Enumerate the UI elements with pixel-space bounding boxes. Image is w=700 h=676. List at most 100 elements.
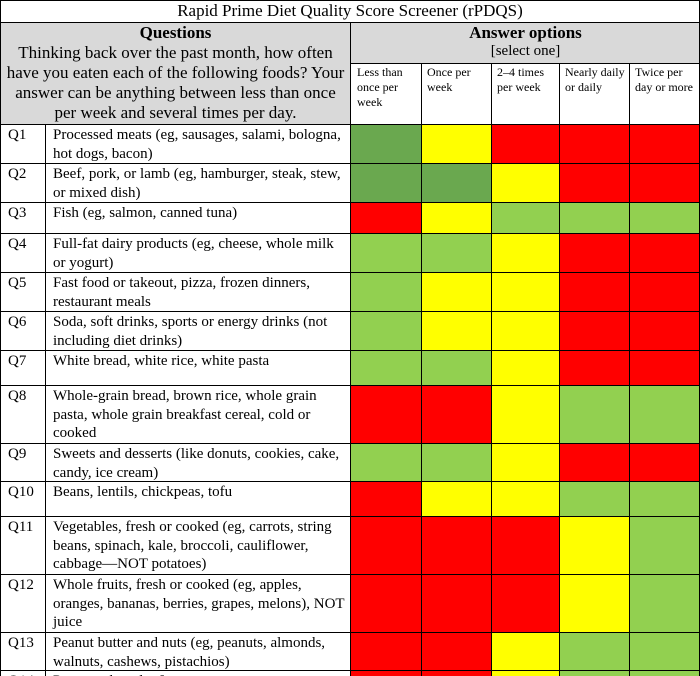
grid-line: [0, 202, 700, 203]
question-id: Q1: [8, 127, 27, 143]
question-text: Fish (eg, salmon, canned tuna): [53, 205, 238, 221]
answer-cell[interactable]: [629, 233, 700, 272]
answer-cell[interactable]: [351, 272, 421, 311]
answer-cell[interactable]: [351, 233, 421, 272]
grid-line: [0, 516, 700, 517]
question-text: Beef, pork, or lamb (eg, hamburger, stea…: [53, 166, 341, 201]
grid-line: [0, 350, 700, 351]
answer-cell[interactable]: [421, 163, 491, 202]
answer-cell[interactable]: [351, 443, 421, 481]
answer-cell[interactable]: [629, 574, 700, 632]
answer-cell[interactable]: [629, 311, 700, 350]
question-id: Q4: [8, 236, 27, 252]
answer-cell[interactable]: [559, 124, 629, 163]
answer-cell[interactable]: [491, 443, 559, 481]
grid-line: [0, 311, 700, 312]
question-id: Q2: [8, 166, 27, 182]
grid-line: [491, 63, 492, 676]
answer-cell[interactable]: [491, 272, 559, 311]
answer-cell[interactable]: [421, 443, 491, 481]
answer-cell[interactable]: [491, 350, 559, 385]
answer-cell[interactable]: [421, 124, 491, 163]
answer-cell[interactable]: [491, 124, 559, 163]
question-id: Q9: [8, 446, 27, 462]
answer-cell[interactable]: [629, 350, 700, 385]
answer-cell[interactable]: [351, 481, 421, 516]
answer-cell[interactable]: [559, 311, 629, 350]
answer-cell[interactable]: [351, 350, 421, 385]
answer-cell[interactable]: [351, 632, 421, 670]
answer-cell[interactable]: [491, 311, 559, 350]
answer-cell[interactable]: [559, 202, 629, 233]
answer-cell[interactable]: [559, 632, 629, 670]
answer-cell[interactable]: [351, 163, 421, 202]
answer-cell[interactable]: [351, 516, 421, 574]
answer-cell[interactable]: [351, 202, 421, 233]
answer-cell[interactable]: [351, 124, 421, 163]
answer-cell[interactable]: [421, 202, 491, 233]
answer-cell[interactable]: [491, 481, 559, 516]
grid-line: [0, 0, 1, 676]
grid-line: [0, 233, 700, 234]
answer-cell[interactable]: [559, 233, 629, 272]
grid-line: [0, 124, 700, 125]
answer-cell[interactable]: [629, 481, 700, 516]
question-text: Peanut butter and nuts (eg, peanuts, alm…: [53, 635, 326, 670]
question-id: Q7: [8, 353, 27, 369]
answer-cell[interactable]: [559, 385, 629, 443]
answer-cell[interactable]: [559, 670, 629, 676]
answer-cell[interactable]: [491, 202, 559, 233]
question-id: Q6: [8, 314, 27, 330]
question-text: Beans, lentils, chickpeas, tofu: [53, 484, 233, 500]
answer-cell[interactable]: [629, 163, 700, 202]
answer-cell[interactable]: [491, 163, 559, 202]
question-text: Full-fat dairy products (eg, cheese, who…: [53, 236, 334, 271]
questions-header-prompt: Thinking back over the past month, how o…: [6, 43, 345, 122]
answer-cell[interactable]: [421, 516, 491, 574]
answer-cell[interactable]: [491, 574, 559, 632]
screener-title: Rapid Prime Diet Quality Score Screener …: [177, 1, 523, 20]
grid-line: [0, 481, 700, 482]
answer-cell[interactable]: [559, 350, 629, 385]
answer-cell[interactable]: [351, 670, 421, 676]
answer-cell[interactable]: [629, 124, 700, 163]
answer-cell[interactable]: [629, 632, 700, 670]
answer-cell[interactable]: [421, 350, 491, 385]
answer-cell[interactable]: [421, 481, 491, 516]
question-id: Q5: [8, 275, 27, 291]
question-text: White bread, white rice, white pasta: [53, 353, 270, 369]
answer-cell[interactable]: [559, 481, 629, 516]
question-id: Q8: [8, 388, 27, 404]
answer-cell[interactable]: [491, 385, 559, 443]
answer-cell[interactable]: [421, 385, 491, 443]
answer-cell[interactable]: [421, 632, 491, 670]
answer-cell[interactable]: [421, 574, 491, 632]
answer-cell[interactable]: [421, 670, 491, 676]
answer-cell[interactable]: [629, 670, 700, 676]
option-header: Nearly daily or daily: [559, 63, 629, 124]
answer-cell[interactable]: [559, 516, 629, 574]
answer-cell[interactable]: [629, 272, 700, 311]
answer-cell[interactable]: [559, 272, 629, 311]
answer-cell[interactable]: [559, 163, 629, 202]
answer-cell[interactable]: [629, 516, 700, 574]
answer-cell[interactable]: [491, 670, 559, 676]
answer-cell[interactable]: [629, 202, 700, 233]
question-text: Processed poultry³: [45, 670, 351, 676]
answer-cell[interactable]: [559, 574, 629, 632]
option-header: Once per week: [421, 63, 491, 124]
answer-cell[interactable]: [629, 443, 700, 481]
answer-cell[interactable]: [491, 632, 559, 670]
grid-line: [0, 0, 700, 1]
answer-cell[interactable]: [421, 272, 491, 311]
answer-cell[interactable]: [351, 311, 421, 350]
answer-cell[interactable]: [351, 385, 421, 443]
grid-line: [0, 632, 700, 633]
answer-cell[interactable]: [351, 574, 421, 632]
answer-cell[interactable]: [629, 385, 700, 443]
answer-cell[interactable]: [559, 443, 629, 481]
answer-cell[interactable]: [491, 516, 559, 574]
answer-cell[interactable]: [421, 311, 491, 350]
answer-cell[interactable]: [491, 233, 559, 272]
answer-cell[interactable]: [421, 233, 491, 272]
